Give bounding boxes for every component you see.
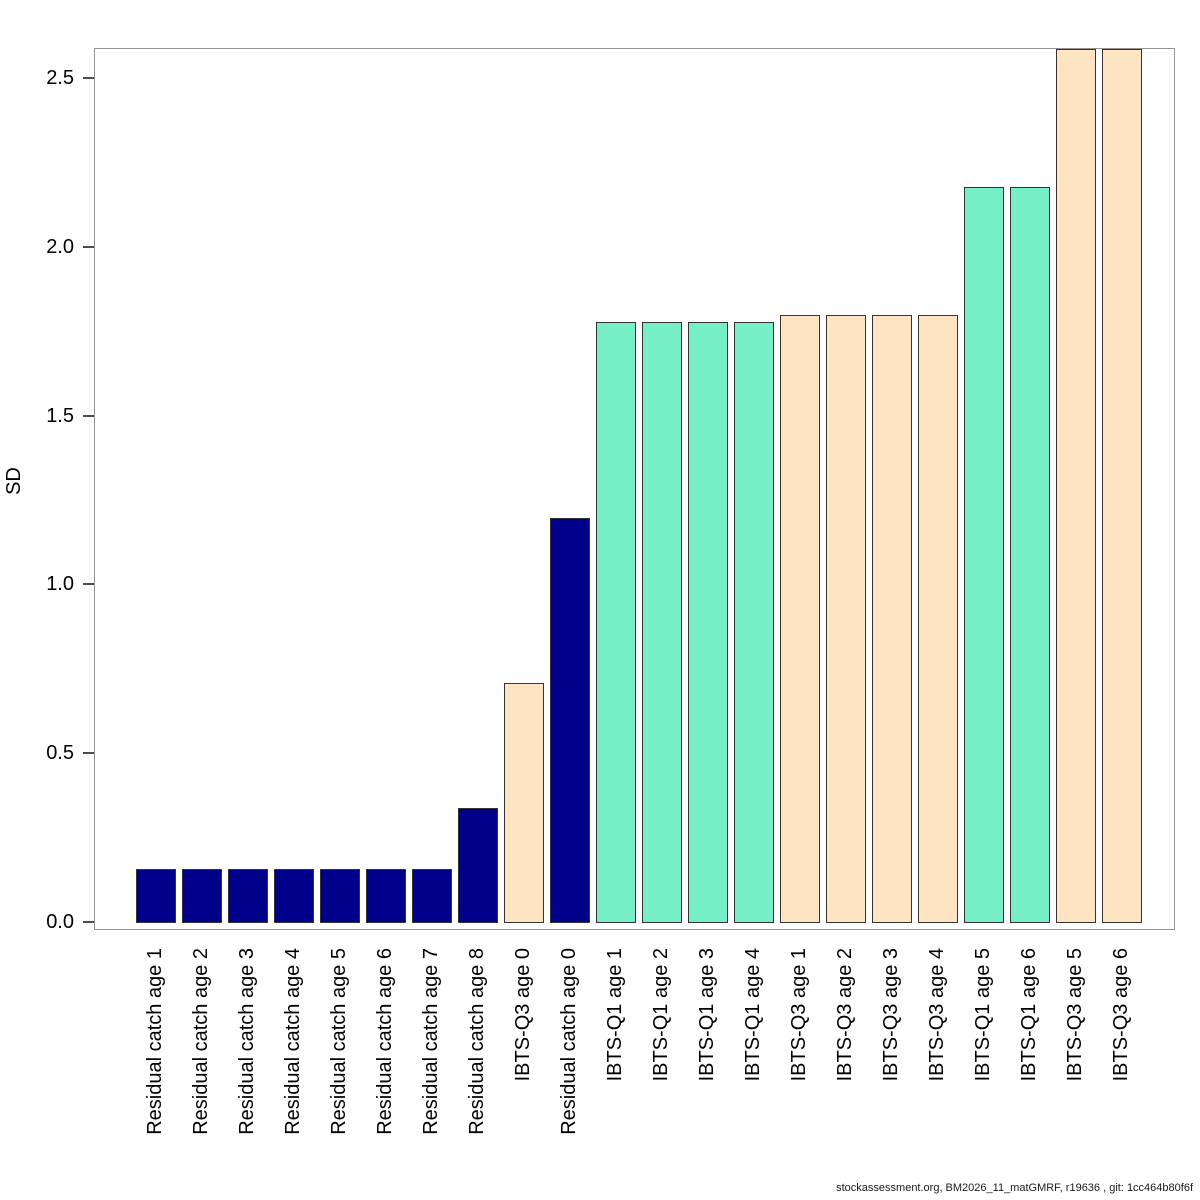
x-tick-label: Residual catch age 4 xyxy=(282,948,304,1135)
bar xyxy=(780,315,820,923)
x-tick-label: IBTS-Q3 age 6 xyxy=(1110,948,1132,1082)
bar xyxy=(688,322,728,923)
y-tick-label: 1.0 xyxy=(46,573,74,596)
y-tick-mark xyxy=(83,77,94,79)
footer-credit: stockassessment.org, BM2026_11_matGMRF, … xyxy=(836,1182,1193,1194)
bar xyxy=(1010,187,1050,923)
bar xyxy=(458,808,498,923)
x-tick-label: IBTS-Q1 age 3 xyxy=(696,948,718,1082)
bar xyxy=(274,868,314,923)
x-tick-label: IBTS-Q1 age 5 xyxy=(972,948,994,1082)
plot-area xyxy=(94,48,1175,930)
y-tick-mark xyxy=(83,245,94,248)
x-tick-label: IBTS-Q1 age 4 xyxy=(742,948,764,1082)
x-tick-label: Residual catch age 3 xyxy=(236,948,258,1135)
bar xyxy=(1102,49,1142,923)
y-tick-mark xyxy=(83,414,94,417)
x-tick-label: Residual catch age 0 xyxy=(558,948,580,1135)
x-tick-label: IBTS-Q3 age 4 xyxy=(926,948,948,1082)
y-tick-mark xyxy=(83,583,94,586)
x-tick-label: IBTS-Q3 age 1 xyxy=(788,948,810,1082)
bar xyxy=(550,517,590,923)
bar xyxy=(642,322,682,923)
y-tick-mark xyxy=(83,752,94,755)
bar xyxy=(320,868,360,923)
bar xyxy=(182,868,222,923)
bar xyxy=(964,187,1004,923)
y-tick-mark xyxy=(83,921,94,923)
bar xyxy=(136,868,176,923)
x-tick-label: IBTS-Q3 age 3 xyxy=(880,948,902,1082)
x-tick-label: Residual catch age 7 xyxy=(420,948,442,1135)
x-tick-label: Residual catch age 6 xyxy=(374,948,396,1135)
y-tick-label: 2.5 xyxy=(46,67,74,89)
x-tick-label: IBTS-Q3 age 0 xyxy=(512,948,534,1082)
bar xyxy=(734,322,774,923)
x-tick-label: IBTS-Q1 age 6 xyxy=(1018,948,1040,1082)
bar xyxy=(826,315,866,923)
x-tick-label: Residual catch age 5 xyxy=(328,948,350,1135)
bar xyxy=(228,868,268,923)
x-tick-label: IBTS-Q1 age 2 xyxy=(650,948,672,1082)
x-tick-label: Residual catch age 1 xyxy=(144,948,166,1135)
bar xyxy=(412,868,452,923)
bar xyxy=(872,315,912,923)
x-tick-label: Residual catch age 2 xyxy=(190,948,212,1135)
y-tick-label: 1.5 xyxy=(46,404,74,427)
y-axis-title: SD xyxy=(3,467,25,495)
y-tick-label: 0.0 xyxy=(46,911,74,933)
bar xyxy=(1056,49,1096,923)
bar xyxy=(596,322,636,923)
x-tick-label: Residual catch age 8 xyxy=(466,948,488,1135)
bar xyxy=(366,868,406,923)
bar xyxy=(918,315,958,923)
x-tick-label: IBTS-Q3 age 5 xyxy=(1064,948,1086,1082)
y-tick-label: 2.0 xyxy=(46,235,74,258)
x-tick-label: IBTS-Q3 age 2 xyxy=(834,948,856,1082)
x-tick-label: IBTS-Q1 age 1 xyxy=(604,948,626,1082)
bar xyxy=(504,683,544,923)
y-tick-label: 0.5 xyxy=(46,742,74,765)
